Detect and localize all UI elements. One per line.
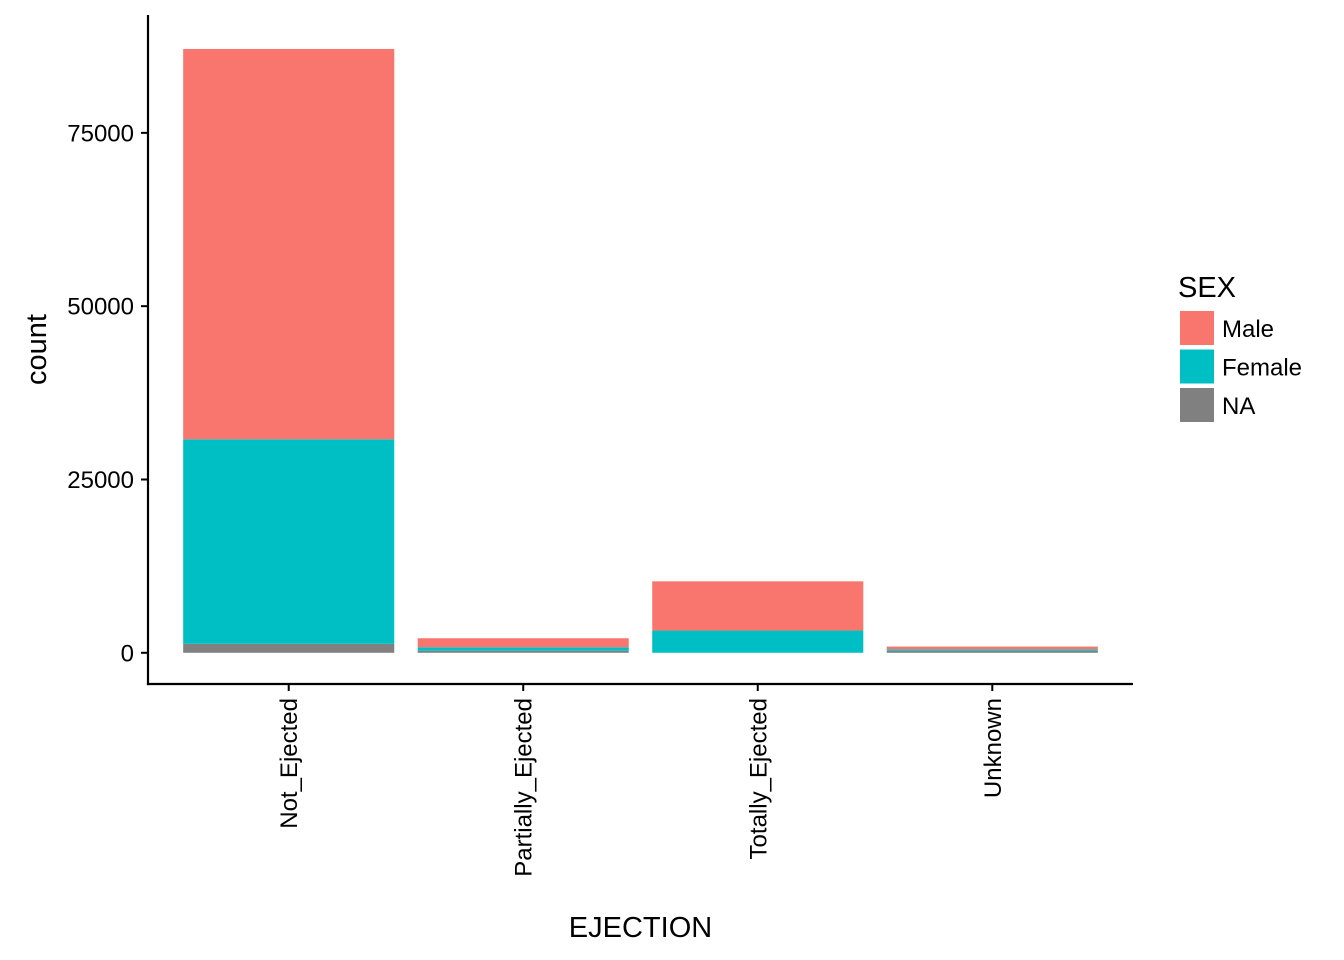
bar-segment-not-ejected-female [183,439,395,644]
bar-segment-not-ejected-male [183,48,395,440]
bar-segment-unknown-male [886,646,1098,650]
y-tick-label: 75000 [67,120,134,147]
bar-segment-partially-ejected-male [417,638,629,648]
legend-key-male [1180,311,1214,345]
y-tick-label: 25000 [67,467,134,494]
legend-label-female: Female [1222,355,1302,382]
bar-segment-not-ejected-na [183,643,395,653]
legend-key-na [1180,388,1214,422]
legend-key-female [1180,349,1214,384]
bar-segment-unknown-na [886,650,1098,653]
bar-segment-totally-ejected-female [652,630,864,653]
legend-label-male: Male [1222,316,1274,343]
bar-segment-partially-ejected-na [417,650,629,653]
legend-label-na: NA [1222,393,1255,420]
bars-layer [183,48,1098,653]
y-axis-title: count [21,314,53,385]
x-tick-label-unknown: Unknown [980,698,1007,798]
legend: SEX Male Female NA [1178,272,1302,422]
bar-segment-partially-ejected-female [417,647,629,651]
x-tick-label-not-ejected: Not_Ejected [276,698,303,829]
bar-segment-totally-ejected-male [652,581,864,631]
x-tick-label-partially-ejected: Partially_Ejected [511,698,538,877]
y-tick-label: 50000 [67,294,134,321]
legend-title: SEX [1178,272,1236,304]
x-tick-label-totally-ejected: Totally_Ejected [745,698,772,859]
x-axis-ticks: Not_Ejected Partially_Ejected Totally_Ejec… [276,684,1007,877]
y-tick-label: 0 [121,640,134,667]
x-axis-title: EJECTION [569,912,712,944]
bar-segment-unknown-female [886,649,1098,651]
y-axis-ticks: 0 25000 50000 75000 [67,120,148,667]
